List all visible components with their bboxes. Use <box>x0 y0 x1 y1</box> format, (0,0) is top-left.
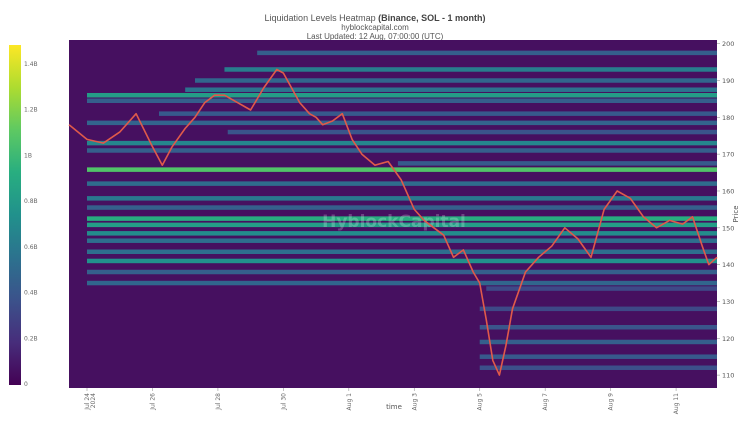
liquidation-band <box>87 140 717 146</box>
watermark: HyblockCapital <box>322 212 466 232</box>
x-axis-label: time <box>386 403 402 411</box>
colorbar <box>9 45 21 385</box>
title-text: Liquidation Levels Heatmap <box>264 13 379 23</box>
liquidation-band <box>87 280 717 286</box>
liquidation-band <box>479 365 717 370</box>
y-tick-label: 180 <box>722 114 734 122</box>
x-tick-label: Aug 5 <box>477 393 484 411</box>
y-tick-label: 150 <box>722 224 734 232</box>
liquidation-band <box>87 205 717 210</box>
colorbar-tick-label: 1.4B <box>24 61 38 68</box>
liquidation-band <box>87 196 717 201</box>
y-tick-label: 130 <box>722 298 734 306</box>
colorbar-tick-label: 0.6B <box>24 244 38 251</box>
liquidation-band <box>87 269 717 275</box>
price-line <box>68 68 718 376</box>
colorbar-tick-label: 1.2B <box>24 107 38 114</box>
liquidation-band <box>257 50 717 56</box>
liquidation-band <box>397 161 717 166</box>
y-axis: 110 120 130 140 150 160 170 180 190 200 <box>717 40 734 380</box>
colorbar-tick-label: 0.8B <box>24 198 38 205</box>
liquidation-band <box>227 129 717 135</box>
y-tick-label: 190 <box>722 77 734 85</box>
liquidation-band <box>87 92 717 98</box>
chart-source: hyblockcapital.com <box>341 23 409 32</box>
x-axis: Jul 24 2024 Jul 26 Jul 28 Jul 30 Aug 1 Aug 3 Au… <box>84 388 680 414</box>
liquidation-band <box>87 148 717 153</box>
y-tick-label: 160 <box>722 187 734 195</box>
x-tick-label: Aug 3 <box>411 393 418 411</box>
x-tick-label: Aug 9 <box>608 393 615 411</box>
x-tick-label: Jul 26 <box>149 393 156 411</box>
liquidation-band <box>195 78 717 83</box>
colorbar-tick-label: 0.2B <box>24 335 38 342</box>
heatmap-background <box>69 40 717 388</box>
colorbar-tick-label: 1B <box>24 152 32 159</box>
liquidation-band <box>87 120 717 126</box>
liquidation-band <box>87 231 717 236</box>
colorbar-tick-label: 0 <box>24 381 28 388</box>
last-updated: Last Updated: 12 Aug, 07:00:00 (UTC) <box>306 32 444 41</box>
liquidation-band <box>479 354 717 359</box>
colorbar-labels: 0 0.2B 0.4B 0.6B 0.8B 1B 1.2B 1.4B <box>24 61 38 388</box>
liquidation-band <box>87 167 717 172</box>
title-bold-text: (Binance, SOL - 1 month) <box>378 13 486 23</box>
x-tick-label: Jul 24 <box>84 393 91 411</box>
x-tick-label: Jul 28 <box>215 393 222 411</box>
liquidation-band <box>87 258 717 264</box>
y-tick-label: 110 <box>722 372 734 380</box>
x-tick-label: Aug 11 <box>673 393 680 414</box>
liquidation-band <box>486 286 717 291</box>
x-tick-label: Aug 1 <box>346 393 353 411</box>
liquidation-band <box>185 87 717 92</box>
liquidation-band <box>479 339 717 345</box>
liquidation-band <box>479 306 717 312</box>
liquidation-band <box>159 111 717 116</box>
heatmap-bands <box>87 50 718 370</box>
liquidation-band <box>87 98 717 104</box>
liquidation-band <box>87 249 717 254</box>
liquidation-band <box>87 238 717 243</box>
liquidation-band <box>87 216 717 221</box>
y-tick-label: 170 <box>722 151 734 159</box>
x-tick-year-label: 2024 <box>90 393 97 408</box>
chart-title: Liquidation Levels Heatmap (Binance, SOL… <box>0 13 750 23</box>
colorbar-tick-label: 0.4B <box>24 290 38 297</box>
liquidation-band <box>87 222 717 228</box>
x-tick-label: Jul 30 <box>280 393 287 411</box>
y-axis-label: Price <box>732 205 740 222</box>
liquidation-band <box>224 67 718 72</box>
y-tick-label: 200 <box>722 40 734 48</box>
liquidation-band <box>479 324 717 330</box>
x-tick-label: Aug 7 <box>542 393 549 411</box>
y-tick-label: 120 <box>722 335 734 343</box>
y-tick-label: 140 <box>722 261 734 269</box>
